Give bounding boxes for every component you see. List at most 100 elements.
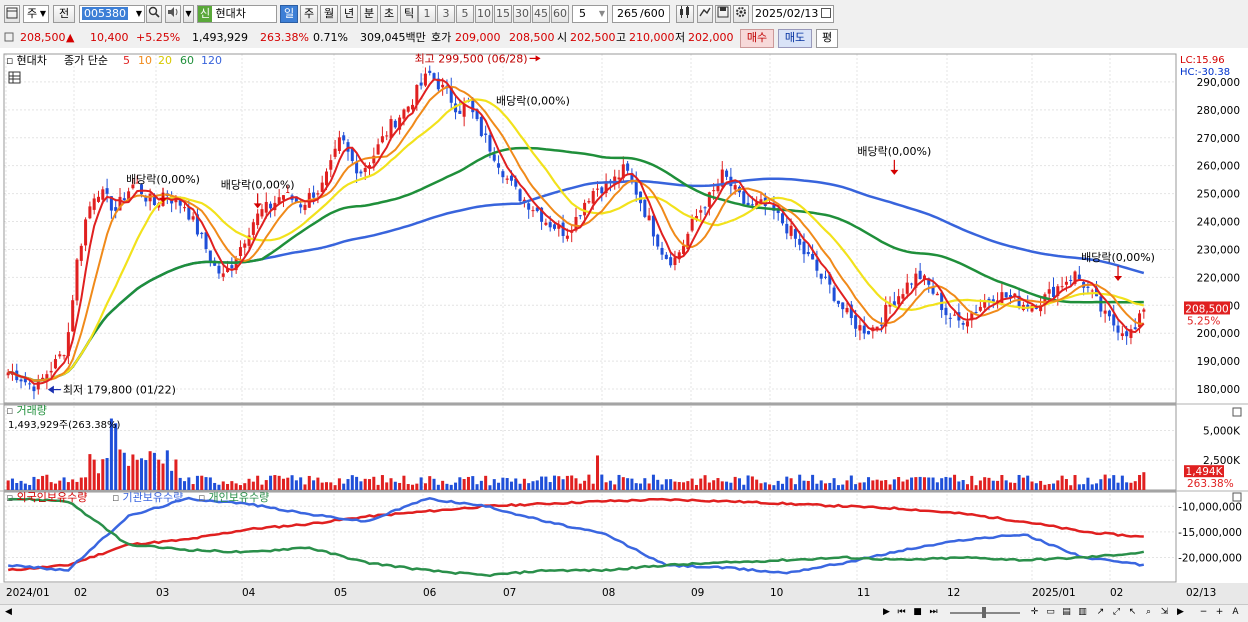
zoom-in-icon[interactable]: + xyxy=(1215,607,1224,617)
zoom-reset-icon[interactable]: ⤢ xyxy=(1112,607,1121,617)
evaluate-button[interactable]: 평 xyxy=(816,29,838,48)
volume-bar xyxy=(58,480,62,490)
chart-type-icon[interactable] xyxy=(676,5,694,23)
pane-borders xyxy=(0,53,1248,604)
drawing-tool-icon[interactable]: ↗ xyxy=(1096,607,1105,617)
scroll-last-icon[interactable]: ⏭ xyxy=(929,607,938,617)
window-icon[interactable] xyxy=(4,5,20,23)
save-icon[interactable] xyxy=(715,5,731,23)
font-size-icon[interactable]: A xyxy=(1232,607,1239,617)
period-tab-6[interactable]: 틱 xyxy=(400,5,418,23)
scroll-left-icon[interactable]: ◀ xyxy=(5,607,12,617)
pane-close-icon[interactable] xyxy=(1232,492,1242,502)
count-input[interactable]: 265 xyxy=(612,5,640,23)
candle-body xyxy=(965,321,969,327)
draw-tool-icon[interactable] xyxy=(697,5,713,23)
volume-bar xyxy=(127,465,131,490)
candle-body xyxy=(522,199,526,202)
period-tab-5[interactable]: 초 xyxy=(380,5,398,23)
volume-bar xyxy=(798,474,802,490)
period-tab-3[interactable]: 년 xyxy=(340,5,358,23)
period-tab-4[interactable]: 분 xyxy=(360,5,378,23)
period-tab-0[interactable]: 일 xyxy=(280,5,298,23)
interval-button-3[interactable]: 10 xyxy=(475,5,493,23)
volume-bar xyxy=(561,479,565,490)
magnifier-icon[interactable]: ⌕ xyxy=(1145,607,1152,617)
candle-body xyxy=(660,247,664,255)
period-tab-1[interactable]: 주 xyxy=(300,5,318,23)
stock-code-input[interactable]: 005380 ▼ xyxy=(79,5,145,23)
volume-bar xyxy=(497,482,501,490)
volume-bar xyxy=(15,483,19,490)
window-tile-icon[interactable]: ▤ xyxy=(1062,607,1071,617)
candle-body xyxy=(1129,329,1133,338)
candle-body xyxy=(217,265,221,274)
volume-bar xyxy=(1138,474,1142,490)
settings-small-icon[interactable] xyxy=(4,30,16,46)
speaker-icon[interactable] xyxy=(165,5,181,23)
volume-bar xyxy=(845,480,849,490)
up-arrow-icon: ▲ xyxy=(66,31,75,44)
window-split-icon[interactable]: ▭ xyxy=(1046,607,1055,617)
volume-bar xyxy=(251,481,255,490)
volume-bar xyxy=(333,485,337,490)
period-tab-2[interactable]: 월 xyxy=(320,5,338,23)
volume-bar xyxy=(720,481,724,490)
stock-name-field[interactable]: 신 현대차 xyxy=(197,5,277,23)
expand-icon[interactable]: ⇲ xyxy=(1160,607,1169,617)
candle-body xyxy=(901,294,905,299)
volume-bar xyxy=(1086,477,1090,490)
volume-bar xyxy=(1000,474,1004,490)
candle-body xyxy=(630,173,634,181)
horizontal-scrollbar[interactable]: ◀ ▶ ⏮ ■ ⏭ ✛ ▭ ▤ ▥ ↗ ⤢ ↖ ⌕ ⇲ ▶ − + A xyxy=(0,604,1248,622)
crosshair-icon[interactable]: ✛ xyxy=(1030,607,1039,617)
candle-body xyxy=(479,116,483,136)
stop-icon[interactable]: ■ xyxy=(913,607,922,617)
interval-button-6[interactable]: 45 xyxy=(532,5,550,23)
volume-bar xyxy=(905,479,909,490)
scroll-first-icon[interactable]: ⏮ xyxy=(897,607,906,617)
candle-body xyxy=(1043,294,1047,306)
interval-button-5[interactable]: 30 xyxy=(513,5,531,23)
market-select[interactable]: 주 ▼ xyxy=(23,5,49,23)
volume-bar xyxy=(608,480,612,490)
chart-area[interactable]: 290,000 280,000 270,000 260,000 250,000 240,0… xyxy=(0,48,1248,604)
table-icon[interactable] xyxy=(8,71,21,84)
interval-select[interactable]: 5 ▼ xyxy=(572,5,608,23)
speaker-dropdown-icon[interactable]: ▼ xyxy=(183,5,194,23)
interval-button-4[interactable]: 15 xyxy=(494,5,512,23)
zoom-out-icon[interactable]: − xyxy=(1199,607,1208,617)
volume-bar xyxy=(492,479,496,490)
scope-button[interactable]: 전 xyxy=(53,5,75,23)
volume-bar xyxy=(832,478,836,490)
buy-button[interactable]: 매수 xyxy=(740,29,774,48)
volume-bar xyxy=(1004,480,1008,490)
candle-body xyxy=(1008,295,1012,298)
interval-button-1[interactable]: 3 xyxy=(437,5,455,23)
volume-bar xyxy=(755,479,759,490)
scroll-right-icon[interactable]: ▶ xyxy=(883,607,890,617)
pointer-icon[interactable]: ↖ xyxy=(1128,607,1137,617)
zoom-slider-handle[interactable] xyxy=(982,607,986,618)
holdings-tick-label: -20,000,000 xyxy=(1178,553,1242,565)
sell-button[interactable]: 매도 xyxy=(778,29,812,48)
date-input[interactable]: 2025/02/13 xyxy=(752,5,834,23)
pane-close-icon[interactable] xyxy=(1232,407,1242,417)
volume-bar xyxy=(174,459,178,490)
interval-button-7[interactable]: 60 xyxy=(551,5,569,23)
candle-body xyxy=(707,192,711,207)
interval-button-0[interactable]: 1 xyxy=(418,5,436,23)
search-icon[interactable] xyxy=(146,5,162,23)
volume-bar xyxy=(19,480,23,490)
volume-bar xyxy=(191,484,195,490)
calendar-icon[interactable] xyxy=(821,8,831,18)
candle-body xyxy=(226,268,230,273)
scroll-end-icon[interactable]: ▶ xyxy=(1177,607,1184,617)
stock-chart[interactable]: 290,000 280,000 270,000 260,000 250,000 240,0… xyxy=(0,48,1248,604)
candle-body xyxy=(897,296,901,305)
volume-bar xyxy=(135,459,139,490)
layout-icon[interactable]: ▥ xyxy=(1078,607,1087,617)
gear-icon[interactable] xyxy=(733,5,749,23)
interval-button-2[interactable]: 5 xyxy=(456,5,474,23)
volume-bar xyxy=(92,459,96,490)
